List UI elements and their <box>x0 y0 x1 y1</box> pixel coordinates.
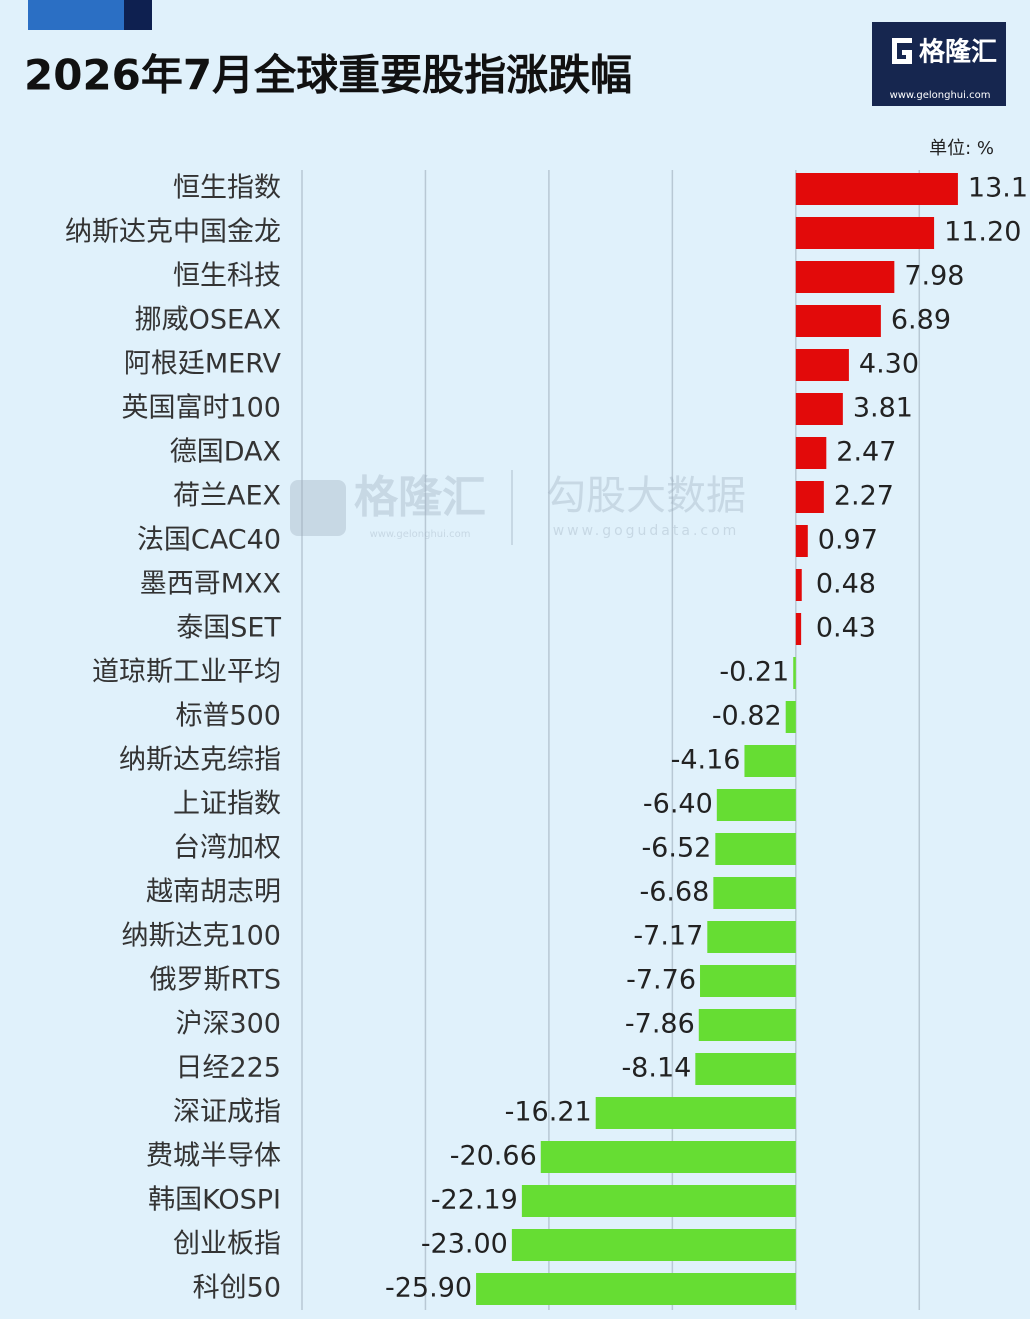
watermark-partner: 勾股大数据 <box>546 473 746 519</box>
value-label: -6.40 <box>643 789 713 820</box>
bar <box>795 437 827 469</box>
bar <box>511 1229 796 1261</box>
y-tick-label: 创业板指 <box>173 1229 281 1260</box>
value-label: -23.00 <box>421 1229 508 1260</box>
value-label: -6.68 <box>639 877 709 908</box>
bar <box>521 1185 796 1217</box>
value-label: -16.21 <box>505 1097 592 1128</box>
bar <box>785 701 796 733</box>
bar <box>716 789 796 821</box>
y-tick-label: 阿根廷MERV <box>124 349 282 380</box>
y-tick-label: 标普500 <box>175 701 281 732</box>
bar <box>795 525 808 557</box>
value-label: -20.66 <box>450 1141 537 1172</box>
value-label: 0.43 <box>816 613 876 644</box>
y-tick-label: 荷兰AEX <box>173 481 281 512</box>
bar <box>698 1009 796 1041</box>
watermark-icon <box>290 480 346 536</box>
y-tick-label: 韩国KOSPI <box>148 1185 281 1216</box>
y-tick-label: 纳斯达克100 <box>121 921 281 952</box>
y-tick-label: 纳斯达克中国金龙 <box>65 217 281 248</box>
logo-name: 格隆汇 <box>919 37 997 68</box>
value-label: 0.97 <box>818 525 878 556</box>
value-label: 3.81 <box>853 393 913 424</box>
y-tick-label: 恒生指数 <box>173 173 281 204</box>
bar <box>795 173 958 205</box>
value-label: 6.89 <box>891 305 951 336</box>
watermark-brand: 格隆汇 <box>354 472 486 523</box>
watermark-partner-url: www.gogudata.com <box>553 523 740 539</box>
bar <box>793 657 796 689</box>
chart-title: 2026年7月全球重要股指涨跌幅 <box>24 51 632 100</box>
bar <box>795 217 935 249</box>
bar <box>795 481 824 513</box>
y-tick-label: 深证成指 <box>173 1097 281 1128</box>
unit-label: 单位: % <box>929 138 994 159</box>
bar <box>795 613 802 645</box>
y-tick-label: 俄罗斯RTS <box>150 965 281 996</box>
value-label: -25.90 <box>385 1273 472 1304</box>
value-label: -0.21 <box>719 657 789 688</box>
y-tick-label: 法国CAC40 <box>137 525 281 556</box>
value-label: -0.82 <box>712 701 782 732</box>
bar <box>595 1097 796 1129</box>
value-label: 4.30 <box>859 349 919 380</box>
value-label: 2.47 <box>836 437 896 468</box>
bar <box>700 965 796 997</box>
y-tick-label: 纳斯达克综指 <box>119 745 281 776</box>
bar <box>540 1141 796 1173</box>
y-tick-label: 墨西哥MXX <box>140 569 281 600</box>
bar <box>744 745 796 777</box>
logo-url: www.gelonghui.com <box>890 90 991 101</box>
value-label: -22.19 <box>431 1185 518 1216</box>
bar <box>795 261 895 293</box>
y-tick-label: 挪威OSEAX <box>135 305 281 336</box>
bar <box>715 833 796 865</box>
value-label: -8.14 <box>621 1053 691 1084</box>
value-label: 2.27 <box>834 481 894 512</box>
bar <box>713 877 796 909</box>
y-tick-label: 日经225 <box>175 1053 281 1084</box>
value-label: -7.76 <box>626 965 696 996</box>
plot: 恒生指数 13.13 纳斯达克中国金龙 11.20 恒生科技 7.98 挪威OSEAX 6.8… <box>65 170 1030 1310</box>
y-tick-label: 上证指数 <box>173 789 281 820</box>
title-deco <box>28 0 124 30</box>
bar <box>476 1273 796 1305</box>
value-label: 13.13 <box>968 173 1030 204</box>
y-tick-label: 道琼斯工业平均 <box>92 657 281 688</box>
y-tick-label: 越南胡志明 <box>146 877 281 908</box>
value-label: -7.86 <box>625 1009 695 1040</box>
bar <box>795 349 849 381</box>
y-tick-label: 德国DAX <box>170 437 281 468</box>
bar <box>707 921 796 953</box>
y-tick-label: 沪深300 <box>175 1009 281 1040</box>
bar <box>695 1053 796 1085</box>
title-deco <box>124 0 152 30</box>
value-label: -4.16 <box>671 745 741 776</box>
y-tick-label: 英国富时100 <box>121 393 281 424</box>
bar <box>795 305 881 337</box>
value-label: 0.48 <box>816 569 876 600</box>
y-tick-label: 恒生科技 <box>173 261 281 292</box>
value-label: 7.98 <box>904 261 964 292</box>
y-tick-label: 费城半导体 <box>146 1141 281 1172</box>
logo-icon <box>892 38 912 64</box>
bar <box>795 393 843 425</box>
y-tick-label: 科创50 <box>193 1273 281 1304</box>
value-label: -6.52 <box>641 833 711 864</box>
value-label: -7.17 <box>633 921 703 952</box>
y-tick-label: 泰国SET <box>176 613 281 644</box>
value-label: 11.20 <box>944 217 1021 248</box>
watermark-brand-url: www.gelonghui.com <box>370 529 471 540</box>
y-tick-label: 台湾加权 <box>173 833 281 864</box>
bar <box>795 569 802 601</box>
watermark: 格隆汇 www.gelonghui.com 勾股大数据 www.gogudata… <box>290 470 746 545</box>
